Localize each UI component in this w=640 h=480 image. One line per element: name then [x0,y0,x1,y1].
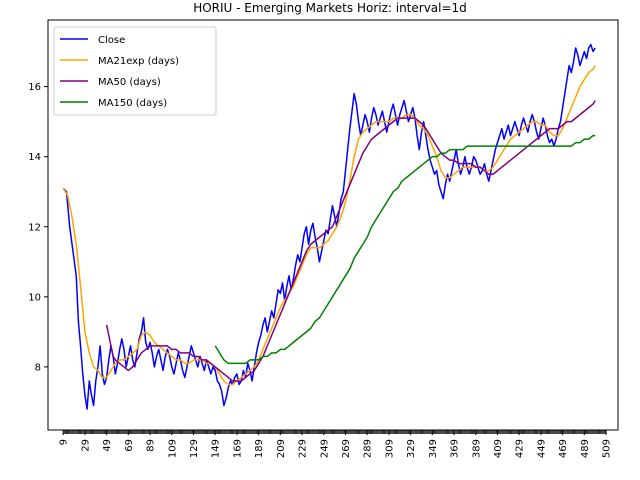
legend: Close MA21exp (days) MA50 (days) MA150 (day… [53,26,217,116]
series-line-ma21exp-days [62,65,596,386]
series-line-ma50-days [105,100,596,382]
x-tick-label: 129 [189,439,200,458]
axes-frame [47,19,619,431]
x-tick-label: 169 [232,439,243,458]
x-tick-label: 229 [298,439,309,458]
y-tick-label: 14 [28,152,41,163]
x-tick-label: 249 [319,439,330,458]
x-tick-label: 69 [124,439,135,452]
x-tick-label: 149 [211,439,222,458]
x-tick-label: 409 [493,439,504,458]
legend-label: MA21exp (days) [98,56,179,67]
x-tick-label: 9 [59,439,70,445]
x-tick-label: 449 [536,439,547,458]
x-tick-label: 349 [428,439,439,458]
x-tick-label: 489 [580,439,591,458]
x-tick-label: 109 [167,439,178,458]
y-tick-label: 16 [28,82,41,93]
legend-label: MA50 (days) [98,77,161,88]
x-tick-label: 369 [450,439,461,458]
x-tick-label: 49 [102,439,113,452]
x-tick-label: 269 [341,439,352,458]
legend-label: Close [98,35,125,46]
x-tick-label: 29 [80,439,91,452]
x-tick-label: 509 [602,439,613,458]
x-tick-label: 189 [254,439,265,458]
chart-title: HORIU - Emerging Markets Horiz: interval… [193,1,467,15]
x-tick-label: 389 [471,439,482,458]
plot-area: 9 29 49 69 89 109 129 149 169 189 209 229 249 269 289 3… [28,19,619,458]
x-tick-label: 289 [363,439,374,458]
series-line-close [62,43,596,410]
x-tick-label: 469 [558,439,569,458]
x-tick-label: 309 [384,439,395,458]
y-tick-label: 12 [28,222,41,233]
y-tick-label: 8 [35,362,41,373]
x-tick-label: 89 [146,439,157,452]
y-tick-label: 10 [28,292,41,303]
series-line-ma150-days [214,134,596,365]
x-tick-label: 429 [515,439,526,458]
x-tick-label: 329 [406,439,417,458]
legend-box [53,26,217,116]
x-tick-label: 209 [276,439,287,458]
legend-label: MA150 (days) [98,98,167,109]
